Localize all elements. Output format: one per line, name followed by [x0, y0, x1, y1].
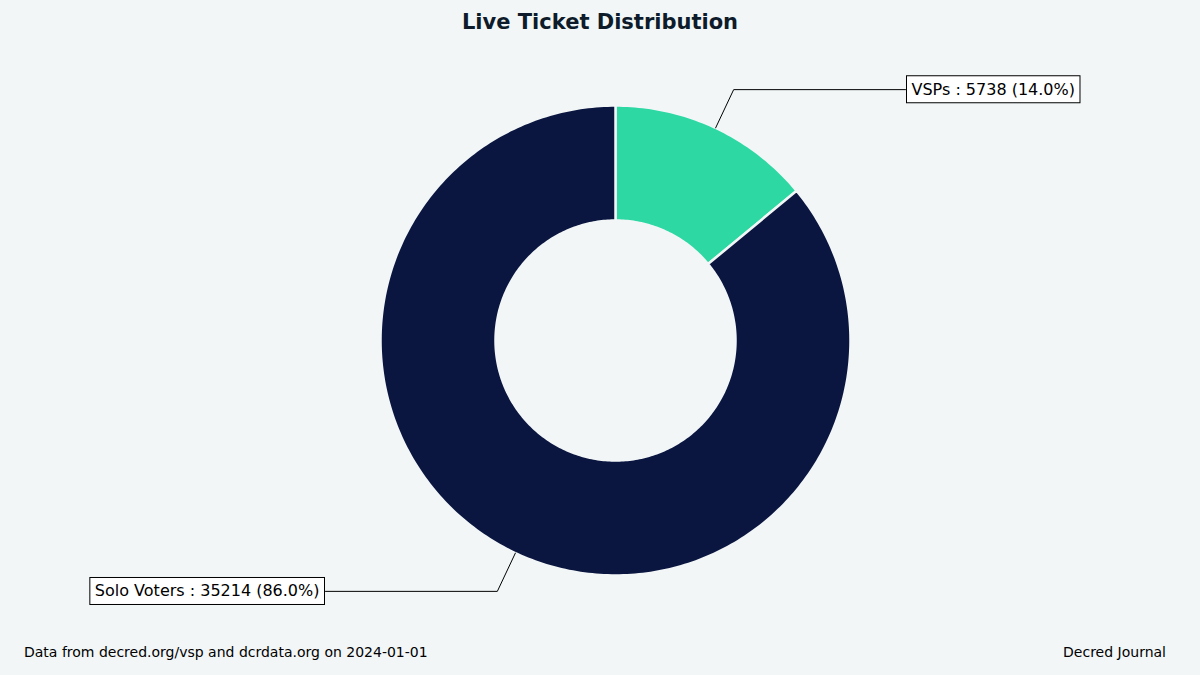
html-text:Decred Journal: Decred Journal — [1063, 644, 1166, 660]
html-text:Live Ticket Distribution: Live Ticket Distribution — [461, 10, 738, 34]
svg-text:VSPs : 5738 (14.0%): VSPs : 5738 (14.0%) — [912, 80, 1075, 99]
html-text:Data from decred.org/vsp and d: Data from decred.org/vsp and dcrdata.org… — [24, 644, 428, 660]
svg-text:Solo Voters : 35214 (86.0%): Solo Voters : 35214 (86.0%) — [95, 581, 320, 600]
